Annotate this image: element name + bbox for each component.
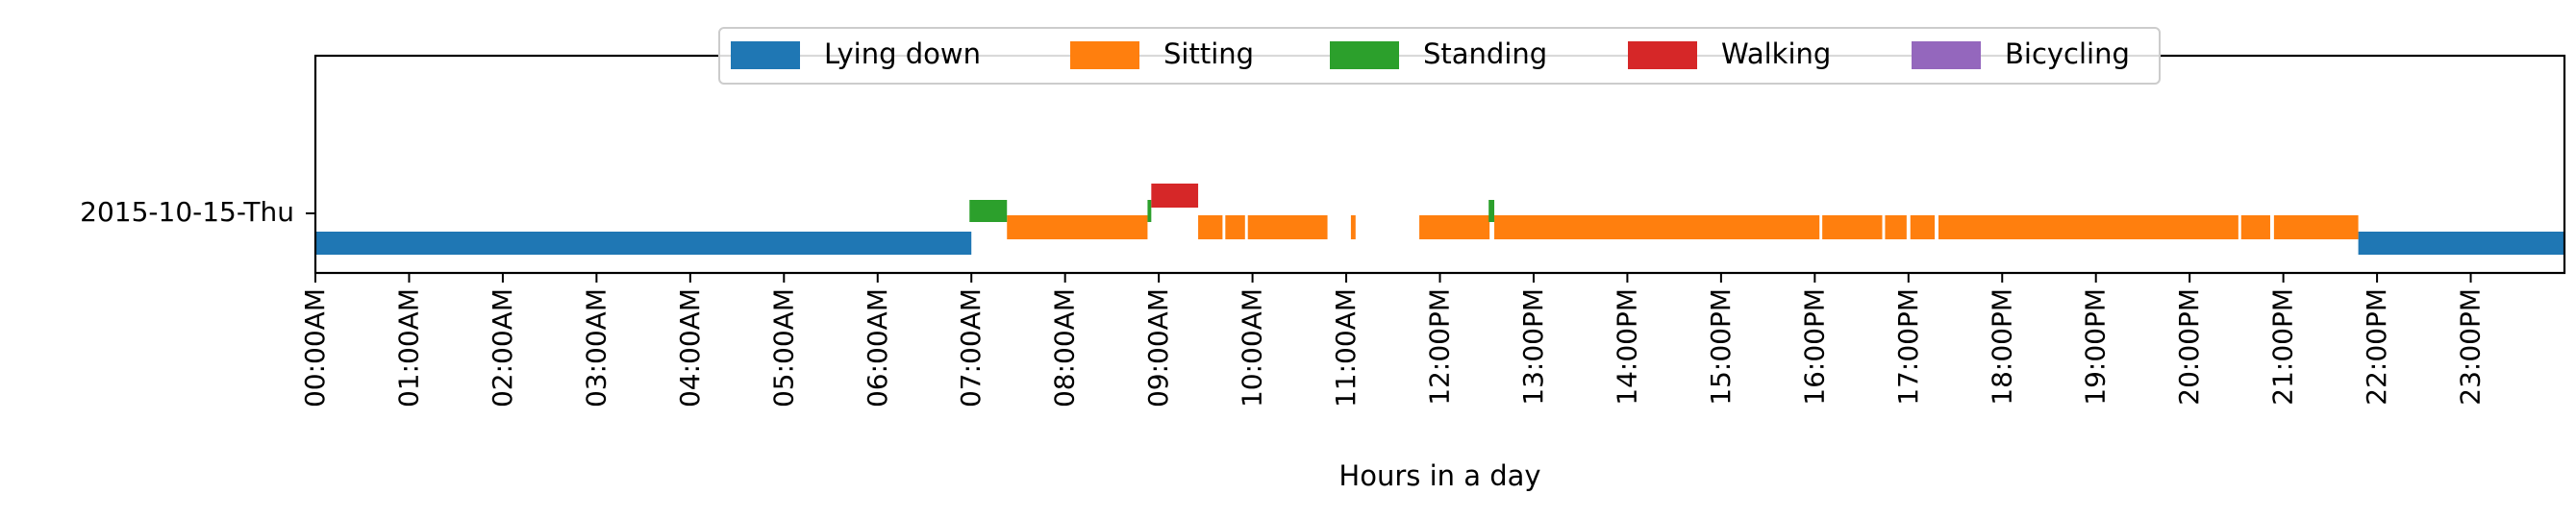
bar-standing-2	[1488, 200, 1495, 222]
x-axis-label: Hours in a day	[1338, 459, 1540, 492]
legend-swatch-1	[1070, 41, 1139, 69]
bar-standing-0	[969, 200, 1008, 222]
x-tick-label-22: 22:00PM	[2361, 288, 2392, 406]
x-tick-label-19: 19:00PM	[2080, 288, 2112, 406]
bar-sitting-12	[2273, 215, 2359, 239]
x-tick-label-13: 13:00PM	[1517, 288, 1549, 406]
x-tick-label-10: 10:00AM	[1237, 288, 1268, 408]
legend-label-1: Sitting	[1163, 37, 1254, 70]
bar-sitting-1	[1198, 215, 1223, 239]
x-tick-label-4: 04:00AM	[674, 288, 706, 408]
x-tick-label-6: 06:00AM	[862, 288, 893, 408]
bar-sitting-4	[1350, 215, 1356, 239]
legend-label-0: Lying down	[824, 37, 981, 70]
x-tick-label-3: 03:00AM	[580, 288, 612, 408]
legend-swatch-4	[1912, 41, 1981, 69]
day-label: 2015-10-15-Thu	[80, 196, 294, 228]
x-tick-label-23: 23:00PM	[2455, 288, 2487, 406]
x-tick-label-15: 15:00PM	[1705, 288, 1737, 406]
bar-sitting-9	[1910, 215, 1936, 239]
x-tick-label-2: 02:00AM	[487, 288, 518, 408]
bar-lying-down-0	[315, 232, 972, 255]
bar-lying-down-1	[2358, 232, 2564, 255]
x-tick-label-9: 09:00AM	[1142, 288, 1174, 408]
legend: Lying down Sitting Standing Walking Bicyclin…	[718, 27, 2161, 85]
bar-sitting-11	[2240, 215, 2270, 239]
x-tick-label-1: 01:00AM	[392, 288, 424, 408]
x-tick-label-14: 14:00PM	[1611, 288, 1642, 406]
bar-standing-1	[1147, 200, 1152, 222]
x-axis-ticks: 00:00AM 01:00AM 02:00AM 03:00AM 04:00AM 05:00…	[299, 273, 2487, 408]
x-tick-label-8: 08:00AM	[1049, 288, 1081, 408]
x-tick-label-5: 05:00AM	[767, 288, 799, 408]
bar-sitting-2	[1225, 215, 1245, 239]
y-axis: 2015-10-15-Thu	[80, 196, 315, 228]
legend-swatch-3	[1628, 41, 1697, 69]
bar-sitting-8	[1885, 215, 1907, 239]
bar-sitting-6	[1494, 215, 1820, 239]
bar-sitting-7	[1822, 215, 1883, 239]
x-tick-label-0: 00:00AM	[299, 288, 331, 408]
x-tick-label-16: 16:00PM	[1798, 288, 1830, 406]
x-tick-label-21: 21:00PM	[2267, 288, 2299, 406]
x-tick-label-20: 20:00PM	[2173, 288, 2205, 406]
bar-sitting-3	[1247, 215, 1328, 239]
x-tick-label-17: 17:00PM	[1892, 288, 1924, 406]
legend-swatch-2	[1330, 41, 1399, 69]
x-tick-label-18: 18:00PM	[1986, 288, 2017, 406]
bar-sitting-0	[1007, 215, 1148, 239]
bar-sitting-5	[1419, 215, 1490, 239]
x-tick-label-11: 11:00AM	[1330, 288, 1362, 408]
x-tick-label-7: 07:00AM	[955, 288, 987, 408]
x-tick-label-12: 12:00PM	[1424, 288, 1456, 406]
bar-sitting-10	[1938, 215, 2238, 239]
activity-bars	[315, 184, 2564, 255]
legend-swatch-0	[731, 41, 800, 69]
bar-walking-0	[1151, 184, 1199, 208]
legend-label-2: Standing	[1423, 37, 1547, 70]
legend-label-4: Bicycling	[2005, 37, 2130, 70]
legend-label-3: Walking	[1721, 37, 1831, 70]
